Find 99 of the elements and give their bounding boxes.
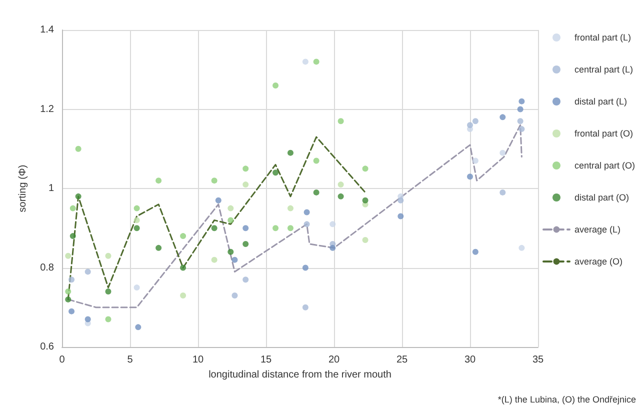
x-axis-title: longitudinal distance from the river mouth	[208, 369, 392, 380]
point	[232, 256, 238, 263]
point	[242, 182, 249, 188]
point	[180, 264, 186, 271]
point	[135, 324, 142, 330]
legend-label: average (L)	[574, 224, 621, 234]
point	[84, 316, 91, 322]
point	[362, 237, 368, 244]
point	[105, 252, 112, 259]
legend-label: average (O)	[574, 256, 623, 266]
point	[105, 288, 112, 295]
point	[232, 292, 238, 298]
point	[272, 170, 279, 176]
point	[287, 205, 294, 212]
point	[302, 264, 308, 271]
point	[242, 276, 249, 283]
point	[287, 225, 294, 232]
point	[228, 248, 234, 255]
point	[134, 205, 140, 212]
x-tick-label: 5	[127, 354, 134, 366]
legend-label: frontal part (L)	[574, 32, 632, 42]
legend-label: distal part (L)	[574, 96, 628, 106]
x-tick-label: 15	[260, 354, 272, 366]
point	[398, 197, 404, 204]
point	[242, 225, 249, 232]
point	[398, 213, 404, 220]
legend-label: central part (L)	[574, 64, 634, 74]
point	[338, 193, 344, 200]
legend-label: central part (O)	[574, 160, 636, 170]
point	[70, 205, 76, 212]
y-tick-label: 1.4	[40, 24, 54, 36]
y-tick-label: 1	[48, 183, 54, 194]
point	[500, 150, 506, 156]
point	[500, 114, 506, 120]
point	[362, 197, 368, 204]
x-tick-label: 25	[396, 354, 408, 366]
x-tick-label: 0	[59, 354, 66, 366]
point	[338, 118, 344, 124]
point	[338, 182, 344, 188]
point	[472, 118, 478, 124]
point	[156, 178, 162, 184]
point	[75, 146, 82, 152]
point	[302, 58, 308, 65]
point	[65, 252, 72, 259]
point	[304, 221, 310, 228]
y-tick-label: 0.8	[40, 262, 54, 274]
point	[105, 316, 112, 322]
point	[518, 244, 525, 251]
point	[272, 82, 279, 88]
point	[304, 209, 310, 216]
point	[330, 221, 336, 228]
point	[472, 248, 478, 255]
point	[313, 189, 320, 196]
point	[467, 174, 473, 180]
x-tick-label: 35	[532, 354, 544, 366]
point	[228, 217, 234, 224]
legend-label: frontal part (O)	[574, 128, 634, 138]
point	[134, 225, 140, 232]
point	[211, 256, 218, 263]
point	[287, 150, 294, 156]
point	[134, 284, 140, 291]
point	[302, 304, 308, 310]
point	[156, 244, 162, 251]
point	[134, 217, 140, 224]
point	[500, 189, 506, 196]
point	[242, 166, 249, 172]
point	[180, 292, 186, 298]
y-tick-label: 0.6	[40, 342, 54, 352]
point	[472, 158, 478, 164]
legend-label: distal part (O)	[574, 192, 629, 202]
point	[467, 122, 473, 128]
point	[211, 225, 218, 232]
point	[518, 98, 525, 104]
point	[65, 296, 72, 302]
text: *(L) the Lubina, (O) the Ondřejnice	[498, 394, 636, 404]
point	[70, 233, 76, 240]
y-axis-title: sorting (Φ)	[18, 164, 28, 212]
point	[180, 233, 186, 240]
point	[211, 178, 218, 184]
point	[517, 118, 524, 124]
x-tick-label: 20	[328, 354, 340, 366]
point	[84, 268, 91, 275]
y-tick-label: 1.2	[40, 104, 54, 115]
point	[272, 225, 279, 232]
point	[313, 58, 320, 65]
point	[228, 205, 234, 212]
point	[362, 166, 368, 172]
point	[68, 308, 75, 314]
point	[330, 244, 336, 251]
x-tick-label: 10	[192, 354, 204, 366]
point	[242, 240, 249, 247]
point	[68, 276, 75, 283]
point	[518, 126, 525, 132]
point	[65, 288, 72, 295]
point	[313, 158, 320, 164]
x-tick-label: 30	[464, 354, 476, 366]
point	[215, 197, 222, 204]
point	[517, 106, 524, 112]
point	[75, 193, 82, 200]
